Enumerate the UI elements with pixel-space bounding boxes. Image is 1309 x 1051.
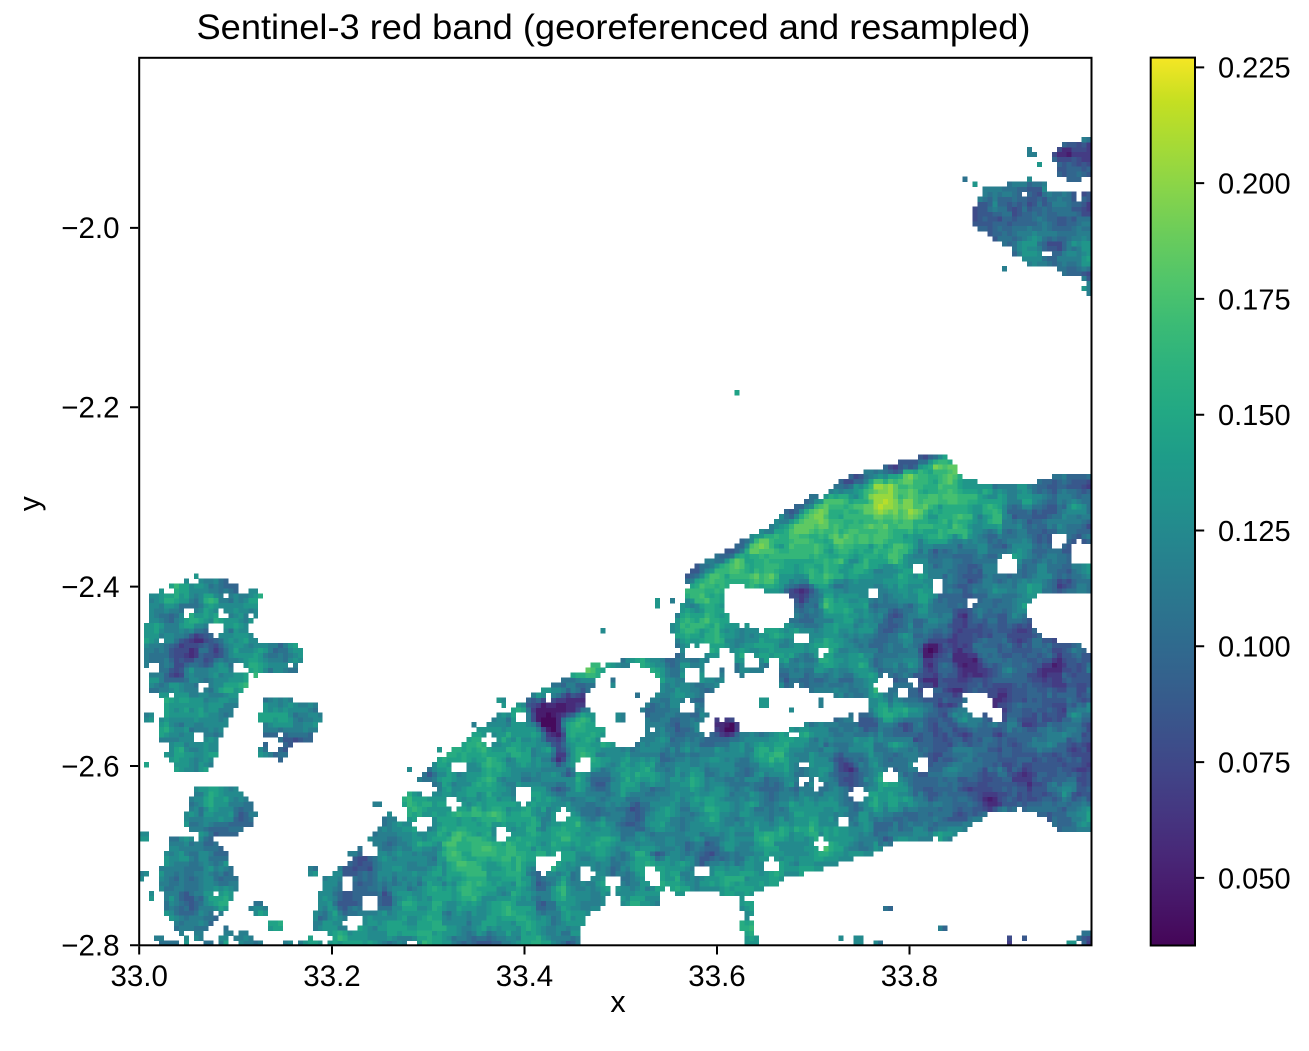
svg-text:0.075: 0.075 <box>1218 747 1291 779</box>
svg-text:−2.6: −2.6 <box>61 750 119 783</box>
svg-text:33.0: 33.0 <box>110 960 167 993</box>
svg-text:33.4: 33.4 <box>496 960 553 993</box>
svg-text:x: x <box>610 985 625 1019</box>
svg-text:−2.8: −2.8 <box>61 930 119 963</box>
svg-text:−2.2: −2.2 <box>61 392 119 425</box>
svg-text:0.200: 0.200 <box>1218 169 1291 201</box>
svg-text:33.6: 33.6 <box>688 960 745 993</box>
svg-text:−2.4: −2.4 <box>61 571 119 604</box>
svg-text:33.8: 33.8 <box>881 960 938 993</box>
svg-text:33.2: 33.2 <box>303 960 360 993</box>
svg-text:0.225: 0.225 <box>1218 53 1291 85</box>
svg-text:Sentinel-3 red band (georefere: Sentinel-3 red band (georeferenced and r… <box>197 8 1031 47</box>
svg-text:0.125: 0.125 <box>1218 516 1291 548</box>
svg-text:0.175: 0.175 <box>1218 284 1291 316</box>
svg-text:0.050: 0.050 <box>1218 863 1291 895</box>
svg-text:0.150: 0.150 <box>1218 400 1291 432</box>
svg-text:−2.0: −2.0 <box>61 212 119 245</box>
svg-text:0.100: 0.100 <box>1218 632 1291 664</box>
svg-text:y: y <box>14 496 47 511</box>
